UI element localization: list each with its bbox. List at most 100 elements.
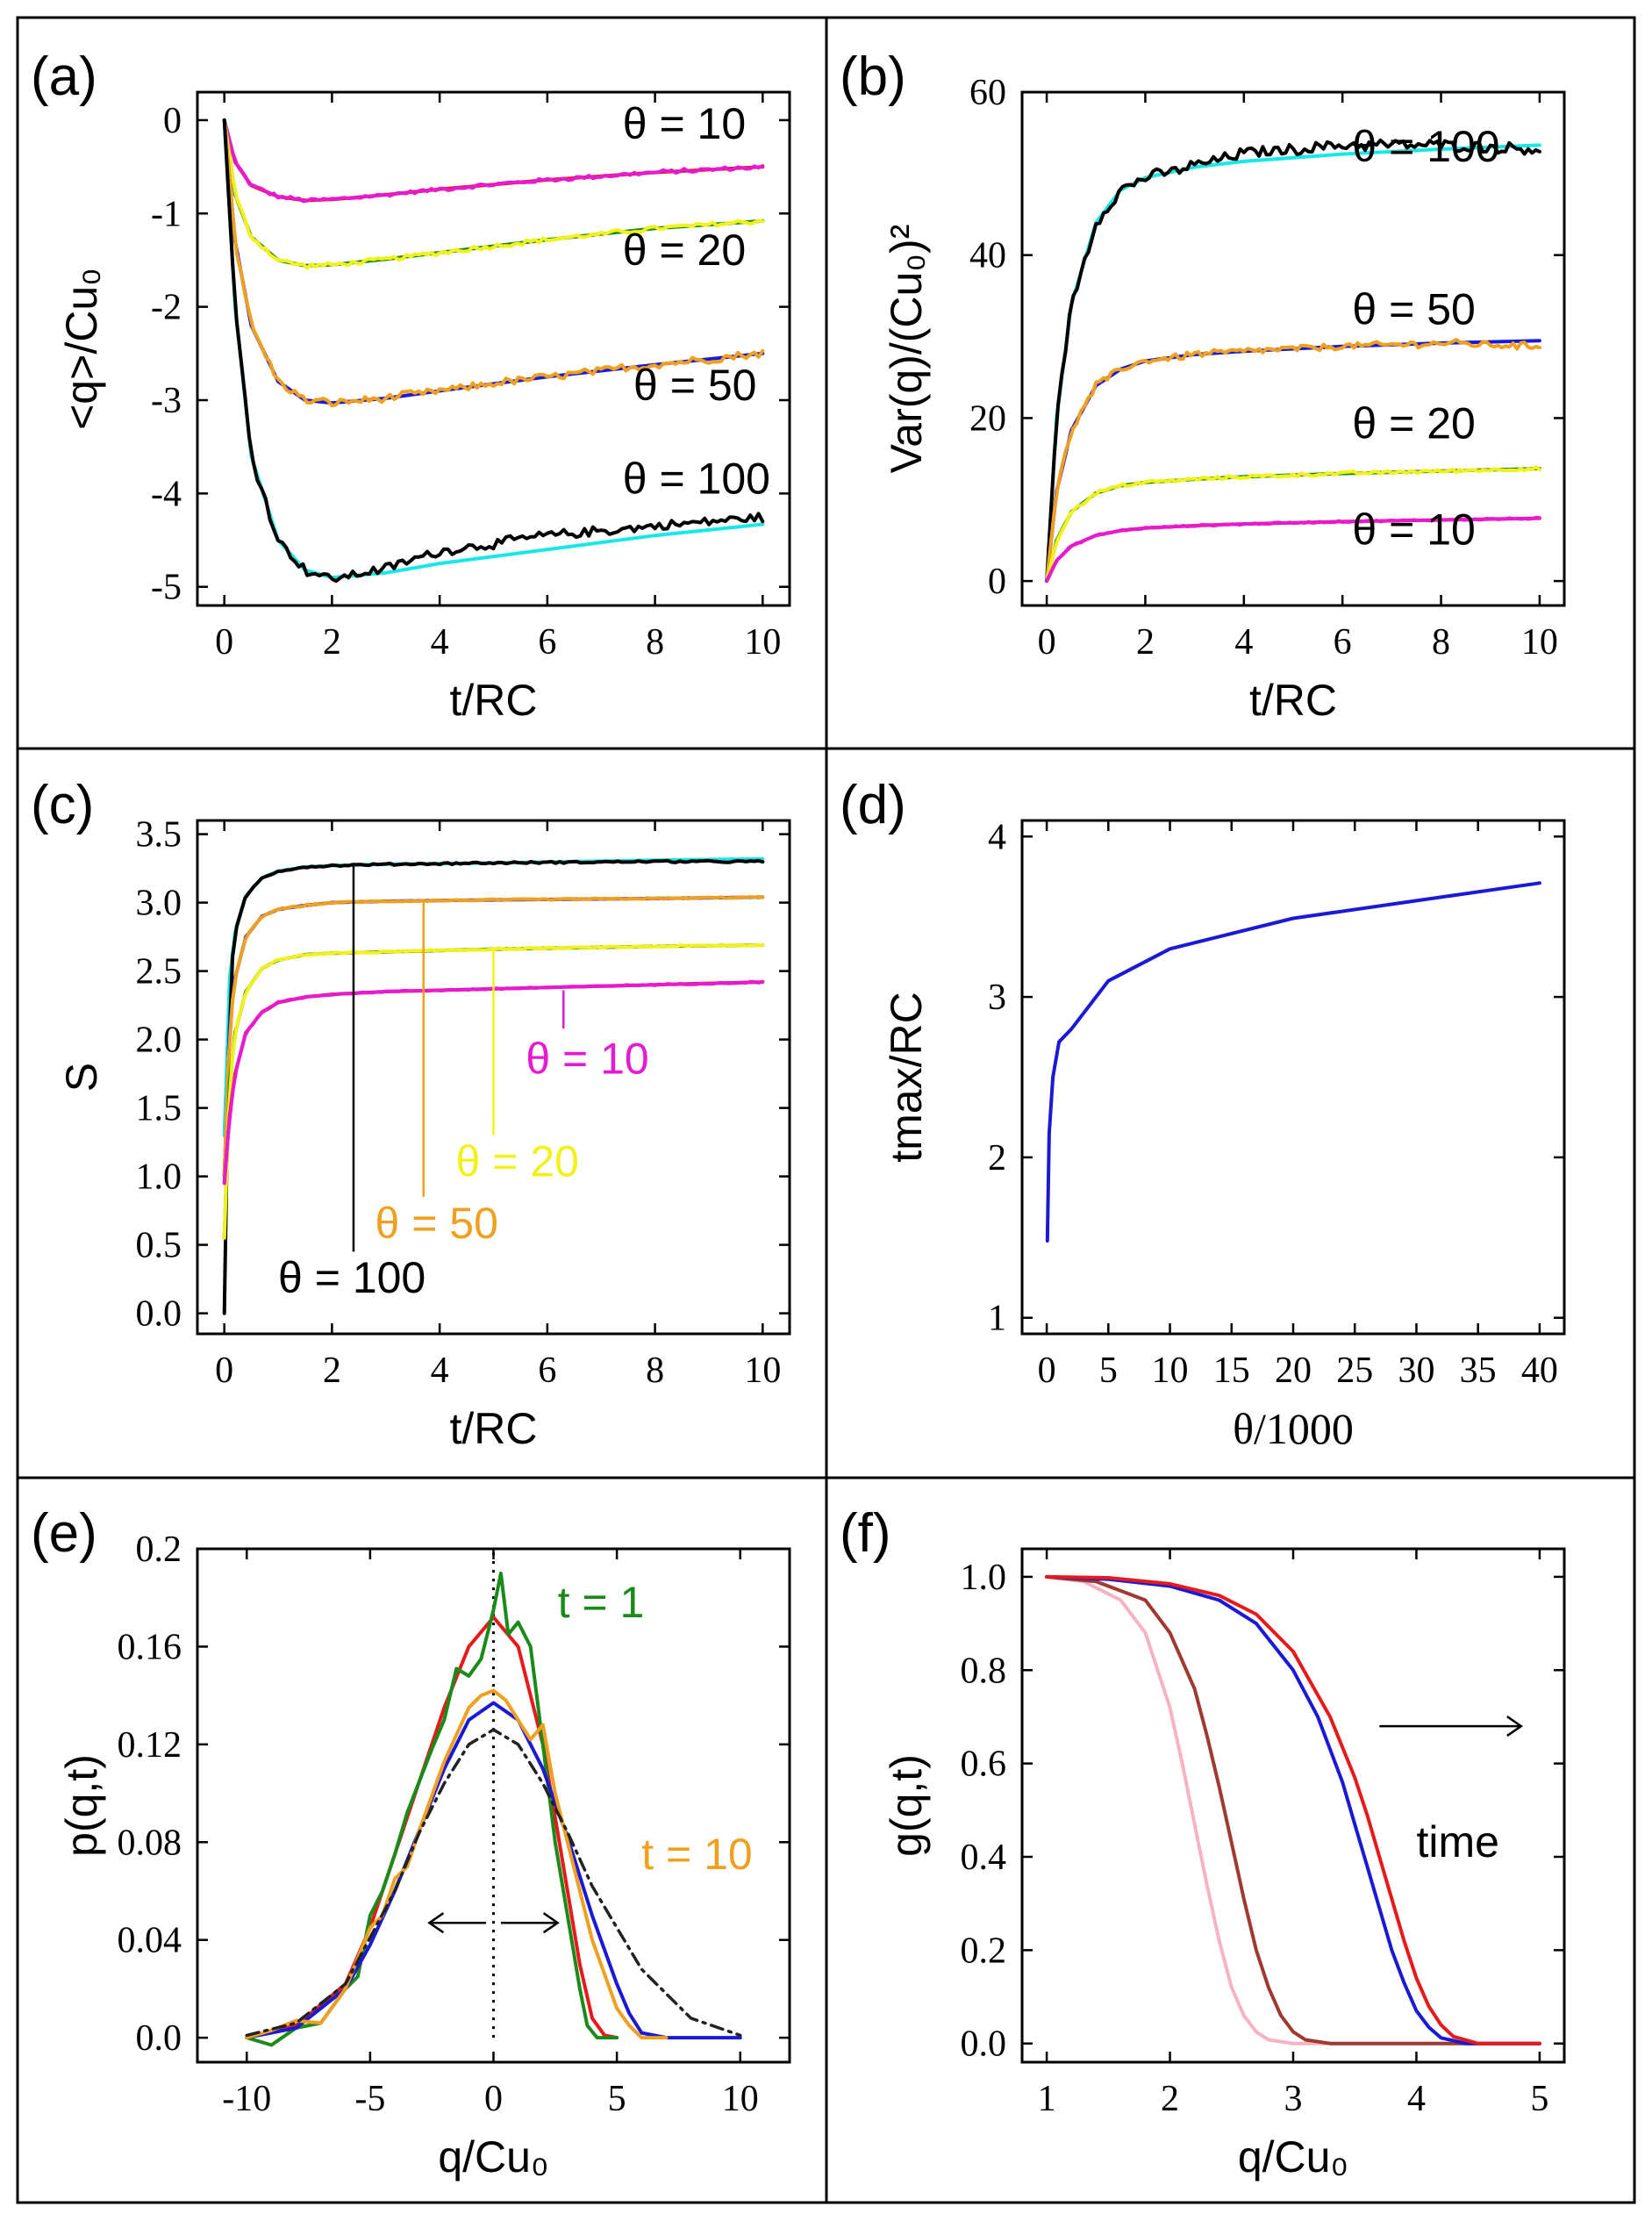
x-axis-label: t/RC <box>450 1404 538 1453</box>
x-axis-label: q/Cu₀ <box>1238 2132 1348 2182</box>
plot-area <box>196 819 791 1336</box>
y-tick-label: 3 <box>988 978 1006 1018</box>
series-group <box>245 1549 742 2047</box>
y-axis-label: S <box>57 1063 106 1092</box>
x-tick-label: 2 <box>323 622 341 663</box>
x-tick-label: 0 <box>215 1351 233 1391</box>
series-line-7 <box>222 118 765 584</box>
series-line-3 <box>1045 1574 1541 2045</box>
y-tick-label: 0.2 <box>961 1931 1007 1971</box>
series-line-5 <box>222 118 765 408</box>
x-tick-label: 2 <box>323 1351 341 1391</box>
panel-label: (c) <box>31 775 94 835</box>
plot-area <box>196 90 791 607</box>
x-tick-label: 10 <box>1152 1351 1189 1391</box>
x-tick-label: 5 <box>1099 1351 1118 1391</box>
y-tick-label: 2 <box>988 1138 1006 1179</box>
series-line-7 <box>1045 515 1541 584</box>
annotation: θ = 10 <box>526 1035 648 1084</box>
arrow-head <box>427 1912 445 1934</box>
annotation: t = 1 <box>558 1578 645 1627</box>
y-tick-label: 0.5 <box>136 1226 182 1266</box>
x-axis-label: t/RC <box>1249 676 1337 725</box>
y-tick-label: 3.0 <box>136 884 182 924</box>
y-tick-label: 1 <box>988 1299 1006 1339</box>
series-group <box>1045 138 1541 584</box>
annotation: θ = 20 <box>623 226 746 275</box>
annotation: θ = 20 <box>1352 399 1475 448</box>
annotation: θ = 50 <box>1352 285 1475 334</box>
panel-label: (f) <box>840 1503 891 1564</box>
y-tick-label: 60 <box>969 73 1006 113</box>
x-tick-label: 0 <box>1038 622 1056 663</box>
x-tick-label: 8 <box>646 622 664 663</box>
panel-label: (e) <box>31 1503 97 1564</box>
x-tick-label: 6 <box>1334 622 1352 663</box>
x-tick-label: 4 <box>1234 622 1253 663</box>
y-axis-label: <q>/Cu₀ <box>57 268 106 430</box>
series-line-0 <box>1045 881 1541 1243</box>
arrow-head <box>1506 1716 1524 1737</box>
annotation: θ = 20 <box>456 1137 579 1186</box>
y-tick-label: 0.0 <box>961 2024 1007 2065</box>
series-line-2 <box>245 1701 742 2040</box>
x-axis-label: t/RC <box>450 676 538 725</box>
series-line-3 <box>245 1688 669 2040</box>
x-tick-label: 40 <box>1521 1351 1558 1391</box>
x-tick-label: 10 <box>744 1351 781 1391</box>
x-tick-label: 8 <box>646 1351 664 1391</box>
y-tick-label: 3.5 <box>136 815 182 856</box>
x-axis-label: θ/1000 <box>1233 1404 1354 1453</box>
series-line-1 <box>1045 138 1541 584</box>
annotation: θ = 100 <box>1352 122 1499 171</box>
x-tick-label: 30 <box>1398 1351 1434 1391</box>
series-line-3 <box>222 894 765 1179</box>
y-tick-label: 0.8 <box>961 1651 1007 1691</box>
y-tick-label: 0.2 <box>136 1530 182 1570</box>
y-tick-label: 2.5 <box>136 952 182 992</box>
series-line-5 <box>222 942 765 1240</box>
x-tick-label: 4 <box>431 1351 449 1391</box>
y-tick-label: 0.0 <box>136 2018 182 2059</box>
x-tick-label: 2 <box>1136 622 1155 663</box>
series-line-3 <box>222 118 765 270</box>
x-tick-label: 0 <box>484 2079 503 2119</box>
annotation: θ = 100 <box>278 1253 426 1302</box>
panel-label: (a) <box>31 47 97 107</box>
x-tick-label: 8 <box>1432 622 1450 663</box>
x-tick-label: -5 <box>354 2079 385 2119</box>
y-tick-label: -3 <box>151 381 182 421</box>
y-tick-label: 20 <box>969 398 1006 439</box>
annotation: θ = 10 <box>623 99 746 148</box>
arrow-head <box>542 1912 560 1934</box>
y-tick-label: 0.04 <box>118 1921 182 1961</box>
y-tick-label: 2.0 <box>136 1021 182 1061</box>
series-line-5 <box>1045 465 1541 584</box>
x-tick-label: 3 <box>1284 2079 1303 2119</box>
x-tick-label: -10 <box>222 2079 271 2119</box>
y-tick-label: 0.6 <box>961 1745 1007 1785</box>
annotation: θ = 50 <box>633 361 756 410</box>
panel-e: (e) -10 -5 0 5 10 0.0 0.04 0.08 0.12 0.16 0.2 q/Cu₀ p… <box>31 1503 791 2182</box>
y-tick-label: -2 <box>151 288 182 328</box>
y-tick-label: 0 <box>988 562 1006 602</box>
annotation: θ = 100 <box>623 454 770 503</box>
series-group <box>222 118 765 584</box>
series-group <box>1045 881 1541 1243</box>
y-tick-label: 4 <box>988 817 1006 857</box>
x-tick-label: 10 <box>744 622 781 663</box>
x-tick-label: 4 <box>1407 2079 1426 2119</box>
series-line-2 <box>1045 1574 1541 2045</box>
x-tick-label: 20 <box>1275 1351 1312 1391</box>
series-line-1 <box>222 118 765 204</box>
annotation: θ = 10 <box>1352 505 1475 554</box>
panel-label: (b) <box>840 47 906 107</box>
figure-frame <box>16 16 1636 2204</box>
x-tick-label: 1 <box>1038 2079 1056 2119</box>
y-axis-label: Var(q)/(Cu₀)² <box>882 225 931 474</box>
x-tick-label: 10 <box>1521 622 1558 663</box>
series-group <box>1045 1574 1541 2045</box>
x-tick-label: 25 <box>1336 1351 1373 1391</box>
series-line-3 <box>1045 338 1541 584</box>
x-tick-label: 6 <box>538 622 556 663</box>
